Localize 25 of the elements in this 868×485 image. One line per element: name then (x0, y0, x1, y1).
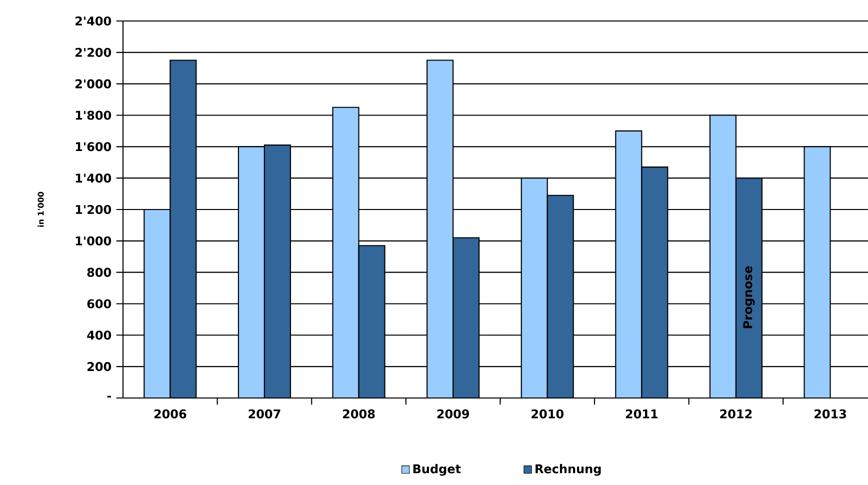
x-tick-label: 2012 (720, 409, 752, 418)
x-tick-label: 2009 (437, 409, 470, 418)
annotation: Prognose (743, 266, 755, 328)
legend-label: Budget (413, 464, 461, 476)
y-tick-label: 1'200 (76, 204, 112, 214)
x-tick-label: 2006 (154, 409, 186, 418)
y-axis-title: in 1'000 (38, 192, 44, 227)
y-tick-label: 400 (87, 330, 112, 340)
y-tick-label: 2'200 (76, 48, 112, 57)
x-tick-label: 2007 (248, 409, 280, 418)
y-tick-label: 1'600 (76, 142, 112, 152)
y-tick-label: 200 (88, 362, 112, 372)
y-tick-label: 2'000 (76, 79, 112, 88)
y-tick-label: 1'000 (76, 236, 112, 246)
y-tick-label: 800 (87, 268, 112, 277)
y-tick-label: - (107, 396, 111, 398)
y-tick-label: 1'400 (76, 174, 112, 183)
y-tick-label: 2'400 (76, 16, 112, 26)
y-tick-label: 1'800 (76, 110, 112, 120)
legend-label: Rechnung (536, 464, 601, 476)
x-tick-label: 2013 (814, 409, 846, 418)
y-tick-label: 600 (87, 299, 112, 308)
x-tick-label: 2010 (532, 409, 564, 418)
x-tick-label: 2011 (626, 409, 658, 418)
x-tick-label: 2008 (343, 409, 375, 418)
